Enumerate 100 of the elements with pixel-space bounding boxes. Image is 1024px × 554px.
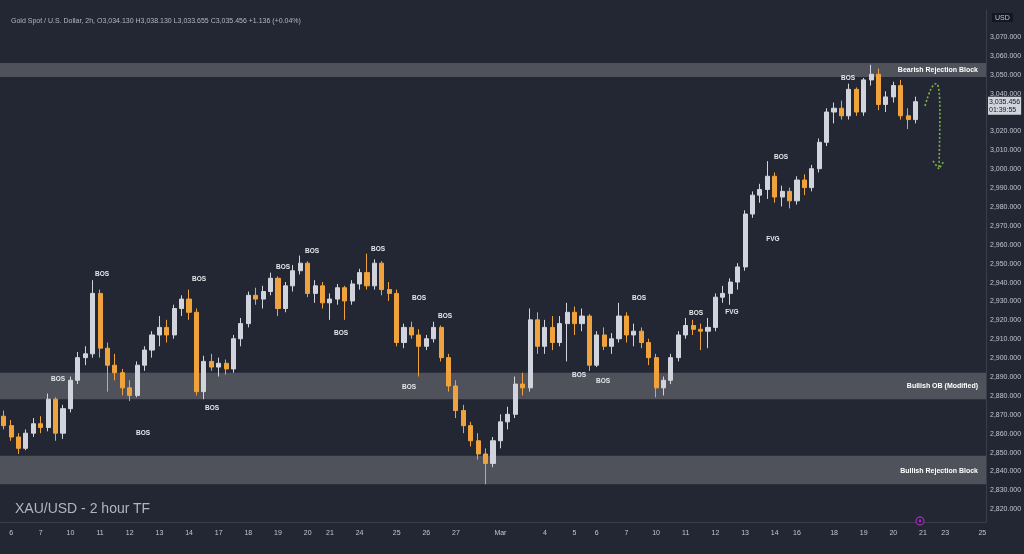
candlestick: [602, 326, 607, 351]
candlestick: [780, 185, 785, 207]
candlestick: [68, 376, 73, 413]
candlestick: [53, 396, 58, 442]
candlestick: [253, 287, 258, 306]
candlestick: [194, 308, 199, 396]
candlestick: [305, 260, 310, 298]
candlestick: [179, 294, 184, 317]
candlestick: [327, 292, 332, 321]
candlestick: [416, 328, 421, 378]
candlestick: [401, 323, 407, 349]
candlestick: [579, 308, 585, 332]
candlestick: [831, 102, 837, 124]
candlestick: [112, 353, 117, 381]
candlestick: [127, 379, 132, 402]
candlestick: [261, 285, 266, 310]
candlestick: [461, 404, 466, 434]
candlestick: [313, 279, 318, 304]
candlestick: [676, 330, 681, 362]
candlestick: [898, 79, 903, 121]
candlestick: [735, 262, 740, 291]
candlestick: [572, 306, 577, 336]
candlestick: [209, 353, 214, 372]
candlestick: [83, 345, 88, 366]
candlestick: [520, 372, 525, 396]
candlestick: [31, 417, 36, 438]
candlestick: [60, 404, 66, 440]
text: XAU/USD - 2 hour TF: [15, 500, 151, 516]
candlestick: [631, 323, 636, 347]
candlestick: [476, 432, 481, 461]
candlestick: [913, 96, 918, 124]
candlestick: [668, 353, 673, 385]
candlestick: [542, 319, 547, 355]
candlestick: [350, 279, 355, 306]
candlestick: [1, 410, 6, 430]
candlestick: [624, 311, 629, 344]
candlestick: [550, 315, 555, 351]
candlestick: [787, 187, 792, 209]
candlestick: [765, 160, 770, 200]
candlestick: [90, 279, 95, 359]
candlestick: [98, 289, 103, 359]
candlestick: [490, 436, 496, 468]
candlestick: [446, 353, 451, 393]
candlestick: [535, 311, 540, 355]
candlestick: [157, 315, 162, 347]
candlestick: [802, 173, 807, 196]
candlestick: [105, 342, 110, 393]
candlestick: [839, 100, 844, 121]
candlestick: [824, 107, 829, 147]
candlestick: [505, 406, 510, 430]
candlestick: [906, 107, 911, 130]
candlestick: [216, 357, 221, 378]
candlestick: [16, 432, 21, 455]
candlestick: [224, 359, 229, 376]
candlestick: [891, 81, 896, 104]
candlestick: [46, 393, 51, 432]
candlestick: [468, 421, 473, 447]
candlestick: [172, 304, 177, 340]
candlestick: [164, 319, 169, 344]
candlestick: [142, 345, 147, 372]
candlestick: [439, 325, 444, 362]
candlestick: [728, 277, 733, 306]
candlestick: [654, 353, 659, 398]
candlestick: [528, 308, 533, 393]
candlestick: [720, 285, 725, 304]
candlestick: [23, 428, 28, 451]
candlestick: [135, 360, 140, 398]
candlestick: [846, 83, 851, 121]
candlestick: [283, 281, 288, 313]
candlestick: [861, 77, 866, 117]
candlestick: [201, 355, 206, 400]
candlestick: [38, 415, 43, 434]
candlestick: [379, 260, 384, 296]
candlestick: [587, 313, 592, 372]
candlestick: [483, 447, 488, 485]
candlestick: [616, 302, 622, 344]
candlestick: [409, 321, 414, 340]
candlestick: [757, 183, 762, 204]
candlestick: [691, 319, 696, 336]
candlestick: [876, 68, 881, 111]
candlestick: [290, 264, 295, 293]
candlestick: [513, 376, 518, 419]
candlestick: [298, 255, 303, 275]
candlestick: [713, 292, 718, 332]
candlestick: [594, 330, 599, 368]
candlestick: [883, 90, 888, 113]
candlestick: [683, 317, 688, 340]
candlestick: [364, 253, 370, 291]
candlestick: [609, 332, 614, 355]
candlestick: [9, 419, 14, 442]
candlestick: [639, 326, 644, 349]
candlestick: [869, 64, 874, 87]
candlestick: [646, 338, 651, 366]
candlestick: [275, 275, 281, 317]
candlestick: [357, 268, 362, 291]
candlestick: [149, 330, 155, 359]
candlestick: [268, 272, 273, 296]
candlestick: [772, 171, 777, 204]
candlestick: [705, 317, 711, 349]
candlestick: [498, 413, 503, 449]
